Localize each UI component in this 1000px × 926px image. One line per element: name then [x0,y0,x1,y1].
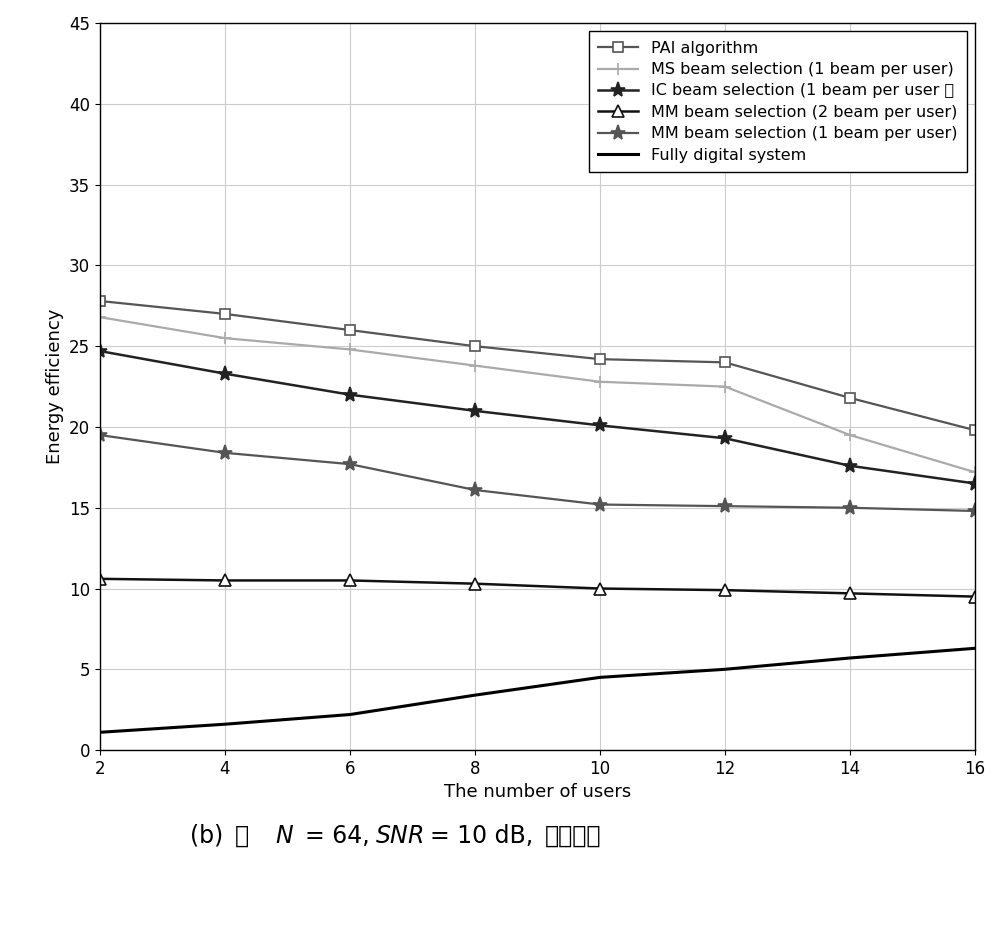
Text: 能量效率: 能量效率 [545,823,602,847]
Text: $SNR$: $SNR$ [375,823,424,847]
Legend: PAI algorithm, MS beam selection (1 beam per user), IC beam selection (1 beam pe: PAI algorithm, MS beam selection (1 beam… [589,31,967,172]
Y-axis label: Energy efficiency: Energy efficiency [46,309,64,464]
Text: = 64,: = 64, [305,823,370,847]
Text: 当: 当 [235,823,249,847]
Text: (b): (b) [190,823,223,847]
Text: $N$: $N$ [275,823,294,847]
X-axis label: The number of users: The number of users [444,783,631,801]
Text: = 10 dB,: = 10 dB, [430,823,533,847]
